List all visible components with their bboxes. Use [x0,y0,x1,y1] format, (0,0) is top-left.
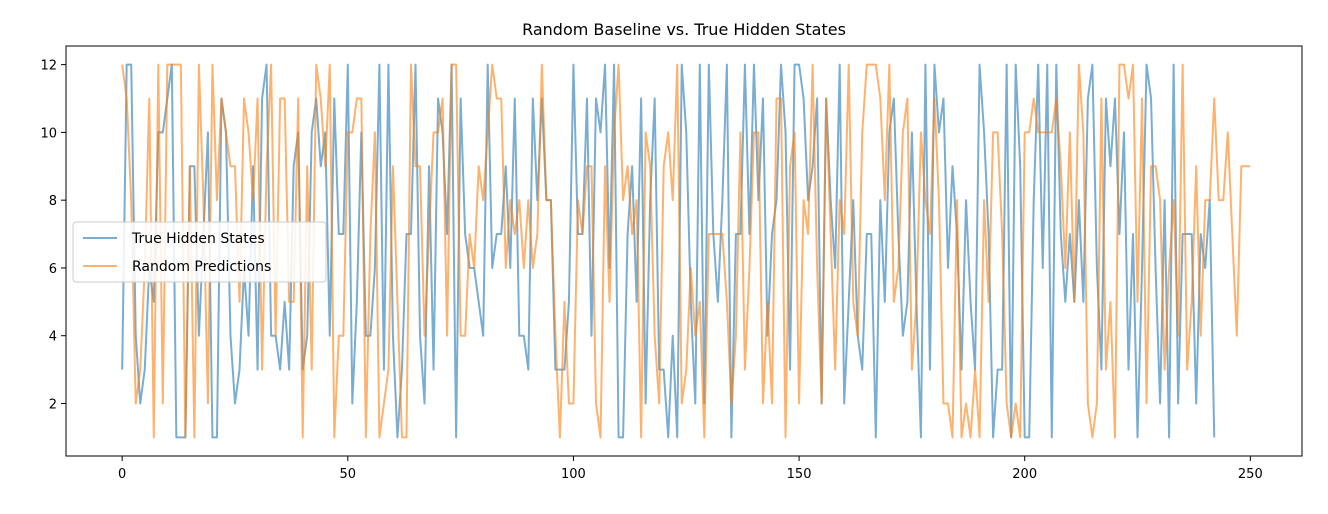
legend-box [72,221,327,283]
series-line-random-predictions [121,63,1251,439]
x-axis: 0 50 100 150 200 250 [118,456,1263,482]
legend-label-random-predictions: Random Predictions [132,259,271,275]
y-tick-label: 6 [49,262,57,277]
y-tick-label: 10 [40,126,57,141]
x-tick-label: 250 [1238,467,1263,482]
x-tick-label: 50 [340,467,357,482]
axes-frame [65,45,1303,457]
y-tick-label: 4 [49,330,57,345]
y-tick-label: 8 [49,194,57,209]
x-tick-label: 150 [787,467,812,482]
x-tick-label: 0 [118,467,126,482]
y-axis: 2 4 6 8 10 12 [40,59,66,412]
y-tick-label: 12 [40,59,57,74]
legend-label-true-hidden-states: True Hidden States [131,231,265,247]
legend: True Hidden States Random Predictions [72,221,327,283]
x-tick-label: 200 [1012,467,1037,482]
plot-lines [121,63,1251,439]
y-tick-label: 2 [49,397,57,412]
chart-title: Random Baseline vs. True Hidden States [522,20,846,39]
x-tick-label: 100 [561,467,586,482]
